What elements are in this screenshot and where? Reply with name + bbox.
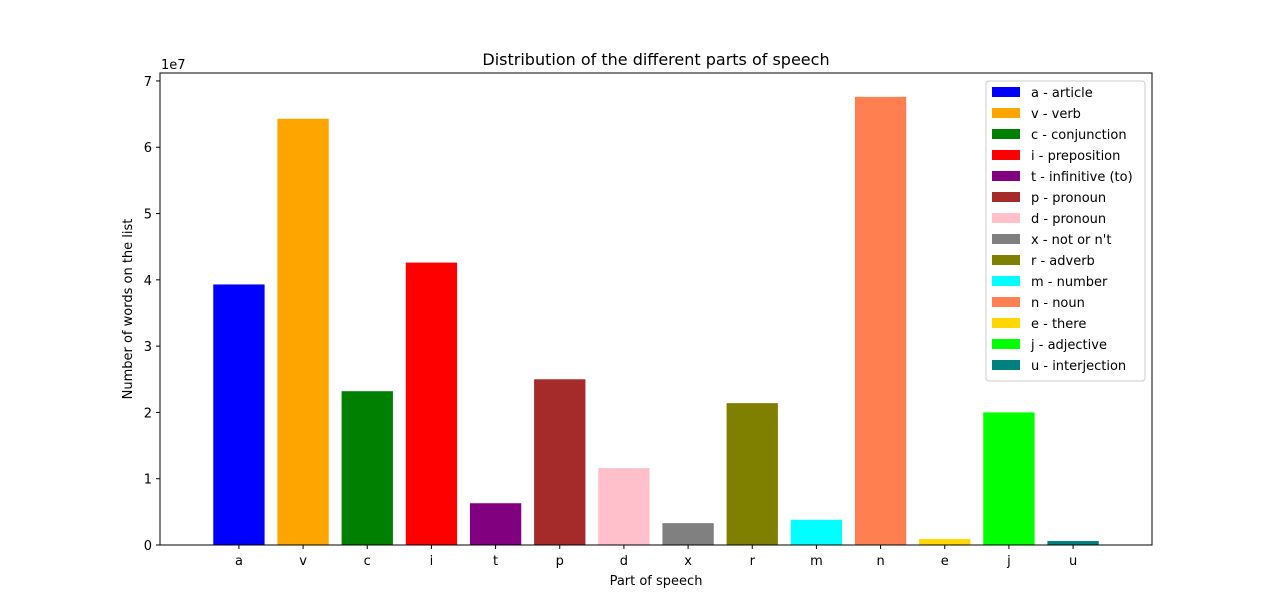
bar-m — [790, 519, 843, 545]
x-axis-label: Part of speech — [610, 574, 703, 589]
y-axis-ticks: 0 1 2 3 4 5 6 7 — [144, 75, 160, 554]
x-tick-label-t: t — [493, 554, 498, 569]
legend-swatch — [992, 360, 1020, 370]
legend-label: n - noun — [1031, 296, 1085, 311]
legend-label: j - adjective — [1030, 338, 1107, 353]
x-tick-label-r: r — [750, 554, 756, 569]
y-tick-label: 4 — [144, 274, 152, 289]
legend-swatch — [992, 318, 1020, 328]
bar-e — [919, 539, 971, 545]
x-tick-label-n: n — [876, 554, 884, 569]
legend-swatch — [992, 213, 1020, 223]
bar-x — [662, 523, 714, 545]
bar-i — [405, 262, 458, 545]
y-tick-label: 6 — [144, 141, 152, 156]
y-tick-label: 3 — [144, 340, 152, 355]
y-tick-label: 1 — [144, 473, 152, 488]
legend-swatch — [992, 297, 1020, 307]
legend-swatch — [992, 171, 1020, 181]
legend-label: u - interjection — [1031, 359, 1126, 374]
legend-swatch — [992, 108, 1020, 118]
y-tick-label: 5 — [144, 208, 152, 223]
legend-label: e - there — [1031, 317, 1086, 332]
y-axis-offset-label: 1e7 — [161, 58, 186, 73]
legend-label: t - infinitive (to) — [1031, 170, 1133, 185]
plot-area-frame — [159, 72, 1153, 546]
x-tick-label-x: x — [684, 554, 692, 569]
legend-label: c - conjunction — [1031, 128, 1127, 143]
legend-swatch — [992, 150, 1020, 160]
legend-label: d - pronoun — [1031, 212, 1106, 227]
bar-j — [983, 412, 1035, 545]
legend-label: p - pronoun — [1031, 191, 1106, 206]
chart-title: Distribution of the different parts of s… — [482, 50, 829, 69]
bar-u — [1047, 541, 1099, 545]
legend-swatch — [992, 192, 1020, 202]
legend-label: x - not or n't — [1031, 233, 1111, 248]
x-tick-label-e: e — [941, 554, 949, 569]
y-tick-label: 2 — [144, 406, 152, 421]
legend: a - article v - verb c - conjunction i - pr… — [985, 80, 1146, 382]
bar-p — [534, 379, 586, 545]
x-tick-label-i: i — [430, 554, 434, 569]
legend-label: v - verb — [1031, 107, 1081, 122]
legend-swatch — [992, 276, 1020, 286]
legend-swatch — [992, 255, 1020, 265]
bar-t — [469, 503, 522, 545]
x-tick-label-c: c — [364, 554, 371, 569]
legend-swatch — [992, 129, 1020, 139]
x-tick-label-m: m — [810, 554, 823, 569]
x-tick-label-j: j — [1006, 554, 1011, 569]
legend-frame — [985, 80, 1146, 382]
x-tick-label-v: v — [299, 554, 307, 569]
bar-c — [341, 391, 393, 545]
x-tick-label-d: d — [620, 554, 628, 569]
bar-d — [598, 468, 650, 545]
legend-swatch — [992, 87, 1020, 97]
x-tick-label-a: a — [235, 554, 243, 569]
legend-swatch — [992, 234, 1020, 244]
legend-label: i - preposition — [1031, 149, 1120, 164]
legend-label: a - article — [1031, 86, 1093, 101]
x-tick-label-p: p — [556, 554, 564, 569]
bar-a — [213, 284, 265, 545]
x-tick-label-u: u — [1069, 554, 1077, 569]
y-tick-label: 7 — [144, 75, 152, 90]
bar-r — [726, 403, 778, 545]
y-axis-label: Number of words on the list — [121, 219, 136, 400]
bar-v — [277, 118, 329, 545]
legend-label: m - number — [1031, 275, 1108, 290]
bars — [213, 96, 1099, 545]
legend-label: r - adverb — [1031, 254, 1095, 269]
legend-swatch — [992, 339, 1020, 349]
bar-n — [854, 96, 907, 545]
y-tick-label: 0 — [144, 539, 152, 554]
